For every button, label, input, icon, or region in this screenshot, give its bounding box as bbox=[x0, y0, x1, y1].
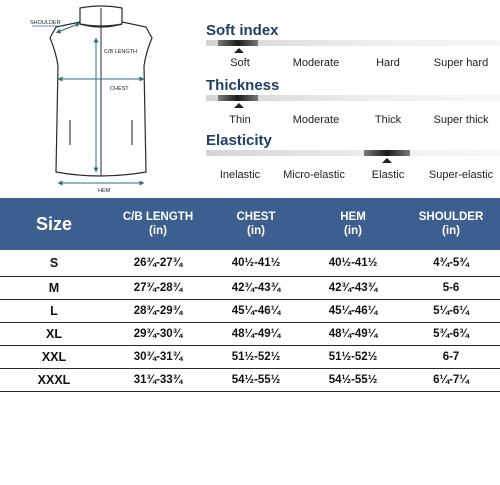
shoulder-cell: 6¼-7¼ bbox=[402, 368, 500, 392]
elasticity-option: Elastic bbox=[371, 169, 405, 181]
header-shoulder: SHOULDER (in) bbox=[402, 198, 500, 250]
header-size-label: Size bbox=[35, 214, 73, 234]
elasticity-option: Micro-elastic bbox=[283, 169, 345, 181]
table-header-row: Size C/B LENGTH (in) CHEST (in) HEM (in) SH… bbox=[0, 198, 500, 250]
header-hem: HEM (in) bbox=[304, 198, 402, 250]
header-chest-unit: (in) bbox=[247, 225, 265, 237]
hem-cell: 45¼-46¼ bbox=[304, 299, 402, 323]
chest-label: CHEST bbox=[110, 86, 129, 92]
elasticity-option: Super-elastic bbox=[428, 169, 494, 181]
hem-cell: 48¼-49¼ bbox=[304, 322, 402, 346]
header-shoulder-unit: (in) bbox=[442, 225, 460, 237]
cb-length-cell: 29¾-30¾ bbox=[108, 322, 208, 346]
thickness-level bbox=[218, 95, 258, 101]
table-row: XXXL 31¾-33¾ 54½-55½ 54½-55½ 6¼-7¼ bbox=[0, 368, 500, 392]
hem-cell: 40½-41½ bbox=[304, 250, 402, 277]
hem-cell: 42¾-43¾ bbox=[304, 276, 402, 300]
size-cell: S bbox=[0, 250, 108, 277]
vest-diagram: SHOULDER C/B LENGTH CHEST HEM bbox=[30, 5, 153, 194]
elasticity-level bbox=[364, 150, 410, 156]
size-chart-table: Size C/B LENGTH (in) CHEST (in) HEM (in) SH… bbox=[0, 198, 500, 392]
elasticity-option: Inelastic bbox=[219, 169, 261, 181]
measure-lines bbox=[32, 22, 145, 186]
header-chest: CHEST (in) bbox=[208, 198, 304, 250]
chest-cell: 54½-55½ bbox=[208, 368, 304, 392]
table-row: S 26¾-27¾ 40½-41½ 40½-41½ 4¾-5¾ bbox=[0, 250, 500, 277]
header-hem-label: HEM bbox=[340, 211, 366, 223]
soft-index-level bbox=[218, 40, 258, 46]
elasticity-title: Elasticity bbox=[206, 132, 272, 149]
soft-index-title: Soft index bbox=[206, 22, 279, 39]
chest-cell: 42¾-43¾ bbox=[208, 276, 304, 300]
soft-index-option: Super hard bbox=[433, 57, 489, 69]
chest-cell: 51½-52½ bbox=[208, 345, 304, 369]
table-row: XXL 30¾-31¾ 51½-52½ 51½-52½ 6-7 bbox=[0, 345, 500, 369]
header-cb-length: C/B LENGTH (in) bbox=[108, 198, 208, 250]
soft-index-marker bbox=[234, 48, 244, 53]
soft-index-option: Hard bbox=[376, 57, 400, 69]
hem-cell: 51½-52½ bbox=[304, 345, 402, 369]
soft-index-scale: Soft index Soft Moderate Hard Super hard bbox=[200, 18, 500, 74]
header-hem-unit: (in) bbox=[344, 225, 362, 237]
cb-length-cell: 28¾-29¾ bbox=[108, 299, 208, 323]
shoulder-cell: 5¼-6¼ bbox=[402, 299, 500, 323]
shoulder-label: SHOULDER bbox=[30, 20, 61, 26]
thickness-option: Moderate bbox=[292, 114, 340, 126]
chest-cell: 45¼-46¼ bbox=[208, 299, 304, 323]
table-row: XL 29¾-30¾ 48¼-49¼ 48¼-49¼ 5¾-6¾ bbox=[0, 322, 500, 346]
shoulder-measure bbox=[55, 22, 81, 34]
soft-index-bar bbox=[206, 40, 500, 46]
shoulder-cell: 4¾-5¾ bbox=[402, 250, 500, 277]
chest-cell: 48¼-49¼ bbox=[208, 322, 304, 346]
cb-length-cell: 27¾-28¾ bbox=[108, 276, 208, 300]
thickness-option: Super thick bbox=[433, 114, 489, 126]
table-row: M 27¾-28¾ 42¾-43¾ 42¾-43¾ 5-6 bbox=[0, 276, 500, 300]
thickness-marker bbox=[234, 103, 244, 108]
header-size: Size bbox=[0, 198, 108, 250]
cb-length-cell: 26¾-27¾ bbox=[108, 250, 208, 277]
elasticity-bar bbox=[206, 150, 500, 156]
size-cell: L bbox=[0, 299, 108, 323]
table-row: L 28¾-29¾ 45¼-46¼ 45¼-46¼ 5¼-6¼ bbox=[0, 299, 500, 323]
size-cell: XXL bbox=[0, 345, 108, 369]
cb-length-label: C/B LENGTH bbox=[104, 49, 137, 55]
thickness-option: Thin bbox=[229, 114, 251, 126]
shoulder-cell: 5¾-6¾ bbox=[402, 322, 500, 346]
header-chest-label: CHEST bbox=[236, 211, 276, 223]
header-shoulder-label: SHOULDER bbox=[418, 211, 484, 223]
cb-length-cell: 31¾-33¾ bbox=[108, 368, 208, 392]
header-cb-length-label: C/B LENGTH bbox=[122, 211, 194, 223]
soft-index-option: Soft bbox=[230, 57, 250, 69]
size-cell: XL bbox=[0, 322, 108, 346]
elasticity-scale: Elasticity Inelastic Micro-elastic Elast… bbox=[200, 130, 500, 186]
thickness-option: Thick bbox=[374, 114, 402, 126]
hem-cell: 54½-55½ bbox=[304, 368, 402, 392]
cb-length-cell: 30¾-31¾ bbox=[108, 345, 208, 369]
thickness-title: Thickness bbox=[206, 77, 280, 94]
header-cb-length-unit: (in) bbox=[149, 225, 167, 237]
thickness-scale: Thickness Thin Moderate Thick Super thic… bbox=[200, 74, 500, 130]
thickness-bar bbox=[206, 95, 500, 101]
chest-cell: 40½-41½ bbox=[208, 250, 304, 277]
size-cell: XXXL bbox=[0, 368, 108, 392]
hem-label: HEM bbox=[98, 188, 111, 194]
soft-index-option: Moderate bbox=[292, 57, 340, 69]
shoulder-cell: 6-7 bbox=[402, 345, 500, 369]
shoulder-cell: 5-6 bbox=[402, 276, 500, 300]
size-cell: M bbox=[0, 276, 108, 300]
elasticity-marker bbox=[382, 158, 392, 163]
